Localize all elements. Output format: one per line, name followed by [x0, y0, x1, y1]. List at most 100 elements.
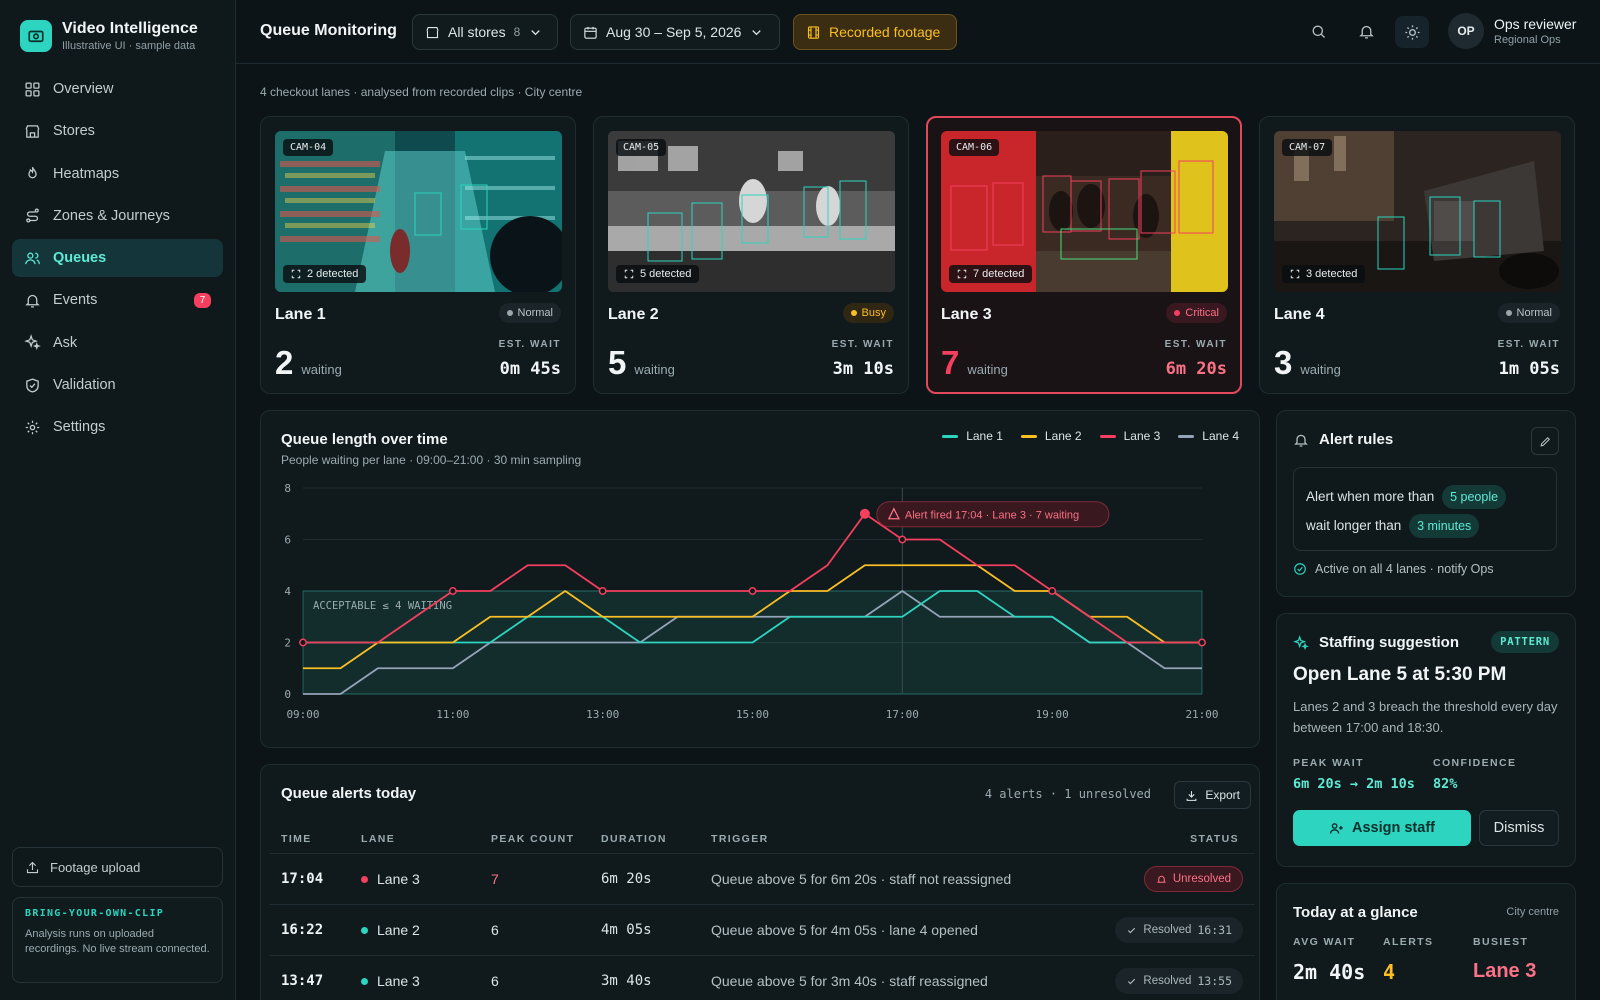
- lane-card-2[interactable]: CAM-05 5 detected Lane 2 Busy 5 waiting …: [593, 116, 909, 394]
- sidebar-item-zones-journeys[interactable]: Zones & Journeys: [12, 197, 223, 235]
- alert-duration: 3m 40s: [601, 973, 652, 989]
- dismiss-button[interactable]: Dismiss: [1479, 810, 1559, 846]
- sparkle-icon: [24, 334, 41, 351]
- status-badge-unresolved[interactable]: Unresolved: [1143, 866, 1243, 892]
- data-point[interactable]: [1048, 587, 1057, 595]
- legend-label: Lane 2: [1044, 429, 1082, 443]
- scan-icon: [957, 269, 967, 279]
- sidebar-item-settings[interactable]: Settings: [12, 408, 223, 446]
- scan-icon: [624, 269, 634, 279]
- lane-card-3[interactable]: CAM-06 7 detected Lane 3 Critical 7 wait…: [926, 116, 1242, 394]
- waiting-count: 3 waiting: [1274, 344, 1341, 382]
- detection-label: 5 detected: [640, 268, 692, 280]
- suggestion-headline: Open Lane 5 at 5:30 PM: [1293, 664, 1507, 685]
- alert-trigger: Queue above 5 for 4m 05s · lane 4 opened: [711, 922, 978, 938]
- alert-peak-count: 7: [491, 871, 499, 887]
- byoc-description: Analysis runs on uploaded recordings. No…: [25, 928, 210, 955]
- date-range-selector[interactable]: Aug 30 – Sep 5, 2026: [570, 14, 780, 50]
- data-point[interactable]: [748, 587, 757, 595]
- legend-item-lane-1[interactable]: Lane 1: [942, 429, 1003, 443]
- sidebar-item-events[interactable]: Events 7: [12, 281, 223, 319]
- status-badge: Normal: [498, 303, 561, 323]
- user-menu[interactable]: OP Ops reviewer Regional Ops: [1448, 13, 1576, 49]
- recorded-footage-toggle[interactable]: Recorded footage: [793, 14, 957, 50]
- est-wait-value: 0m 45s: [499, 359, 561, 379]
- date-range-label: Aug 30 – Sep 5, 2026: [606, 24, 742, 40]
- table-row[interactable]: 17:04 Lane 3 7 6m 20s Queue above 5 for …: [269, 853, 1255, 904]
- export-button[interactable]: Export: [1174, 781, 1251, 809]
- recorded-footage-label: Recorded footage: [829, 24, 941, 40]
- table-row[interactable]: 16:22 Lane 2 6 4m 05s Queue above 5 for …: [269, 904, 1255, 955]
- sidebar-item-queues[interactable]: Queues: [12, 239, 223, 278]
- gear-icon: [25, 420, 40, 435]
- chart-subtitle: People waiting per lane · 09:00–21:00 · …: [281, 453, 582, 467]
- alert-lane-label: Lane 2: [377, 922, 420, 938]
- alert-callout[interactable]: [876, 501, 1110, 528]
- data-point[interactable]: [1198, 638, 1206, 647]
- page-title: Queue Monitoring: [260, 22, 397, 39]
- sidebar-item-validation[interactable]: Validation: [12, 366, 223, 404]
- waiting-label: waiting: [1300, 362, 1341, 377]
- sidebar-item-heatmaps[interactable]: Heatmaps: [12, 155, 223, 193]
- camera-feed[interactable]: CAM-05 5 detected: [608, 131, 895, 292]
- alert-rules-title: Alert rules: [1319, 431, 1394, 448]
- alert-peak-count: 6: [491, 922, 499, 938]
- queue-line-chart[interactable]: 0 2 4 6 8 09:00 11:00 13:00 15:00 17:00 19:00 21:00…: [261, 411, 1261, 749]
- detection-label: 2 detected: [307, 268, 359, 280]
- camera-feed[interactable]: CAM-04 2 detected: [275, 131, 562, 292]
- staffing-header: Staffing suggestion: [1293, 634, 1459, 651]
- status-badge-resolved[interactable]: Resolved 13:55: [1115, 968, 1243, 994]
- camera-feed[interactable]: CAM-07 3 detected: [1274, 131, 1561, 292]
- x-tick-label: 09:00: [286, 708, 319, 721]
- alert-peak-point[interactable]: [859, 508, 870, 519]
- alert-duration: 6m 20s: [601, 871, 652, 887]
- threshold-people-chip[interactable]: 5 people: [1442, 485, 1507, 509]
- camera-logo-icon: [20, 20, 52, 52]
- status-time: 16:31: [1197, 923, 1232, 937]
- y-tick-label: 0: [284, 688, 291, 701]
- detection-count: 5 detected: [616, 265, 700, 283]
- byoc-info-card: BRING-YOUR-OWN-CLIP Analysis runs on upl…: [12, 897, 223, 983]
- data-point[interactable]: [299, 638, 307, 647]
- waiting-number: 5: [608, 344, 627, 381]
- search-icon[interactable]: [1307, 20, 1329, 42]
- lane-card-4[interactable]: CAM-07 3 detected Lane 4 Normal 3 waitin…: [1259, 116, 1575, 394]
- events-count-badge: 7: [194, 293, 211, 309]
- peak-wait-label: PEAK WAIT: [1293, 757, 1364, 769]
- pencil-icon: [1539, 436, 1550, 447]
- store-selector-label: All stores: [448, 24, 506, 40]
- user-name: Ops reviewer: [1494, 16, 1577, 32]
- data-point[interactable]: [448, 587, 457, 595]
- status-badge-resolved[interactable]: Resolved 16:31: [1115, 917, 1243, 943]
- rule-text-1: Alert when more than: [1306, 489, 1435, 504]
- store-count: 8: [513, 25, 521, 39]
- est-wait-value: 3m 10s: [832, 359, 894, 379]
- footage-upload-button[interactable]: Footage upload: [12, 847, 223, 887]
- waiting-number: 2: [275, 344, 294, 381]
- camera-feed[interactable]: CAM-06 7 detected: [941, 131, 1228, 292]
- threshold-minutes-chip[interactable]: 3 minutes: [1409, 514, 1480, 538]
- scan-icon: [291, 269, 301, 279]
- footage-upload-label: Footage upload: [50, 859, 141, 875]
- warning-triangle-icon: [887, 507, 900, 520]
- assign-staff-button[interactable]: Assign staff: [1293, 810, 1471, 846]
- theme-toggle-sun-icon[interactable]: [1395, 16, 1429, 48]
- edit-rules-button[interactable]: [1531, 427, 1559, 455]
- data-point[interactable]: [898, 535, 907, 544]
- sidebar-item-overview[interactable]: Overview: [12, 70, 223, 108]
- sidebar-item-ask[interactable]: Ask: [12, 324, 223, 362]
- legend-item-lane-2[interactable]: Lane 2: [1020, 429, 1082, 443]
- legend-item-lane-3[interactable]: Lane 3: [1099, 429, 1160, 443]
- legend-item-lane-4[interactable]: Lane 4: [1178, 429, 1239, 443]
- sidebar-item-label: Settings: [53, 419, 106, 436]
- detection-label: 3 detected: [1306, 268, 1358, 280]
- notifications-bell-icon[interactable]: [1355, 20, 1377, 42]
- lane-card-1[interactable]: CAM-04 2 detected Lane 1 Normal 2 waitin…: [260, 116, 576, 394]
- store-selector[interactable]: All stores 8: [412, 14, 558, 50]
- data-point[interactable]: [598, 587, 607, 595]
- avg-wait-value: 2m 40s: [1293, 960, 1366, 984]
- top-bar: Queue Monitoring All stores 8 Aug 30 – S…: [236, 0, 1600, 64]
- sidebar-item-stores[interactable]: Stores: [12, 112, 223, 150]
- table-row[interactable]: 13:47 Lane 3 6 3m 40s Queue above 5 for …: [269, 955, 1255, 1000]
- alert-rule-definition: Alert when more than 5 people wait longe…: [1293, 467, 1557, 551]
